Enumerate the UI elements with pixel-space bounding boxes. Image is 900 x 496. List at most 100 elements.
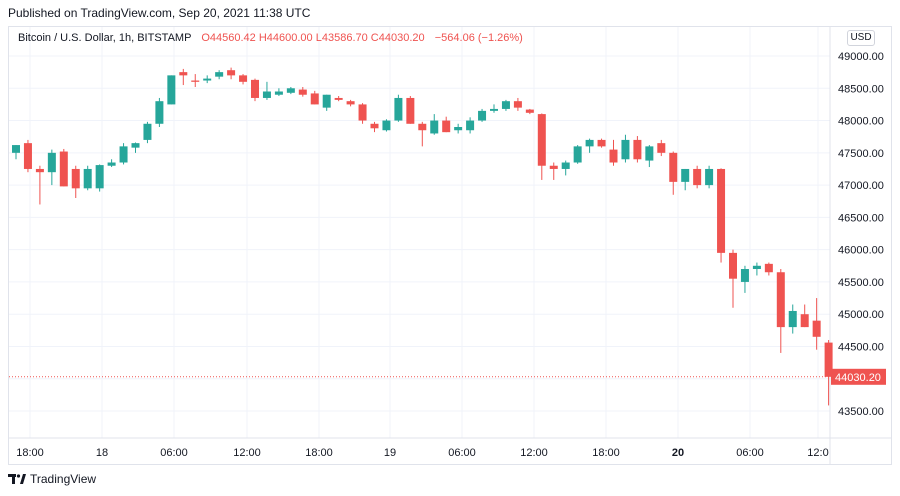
y-tick-label: 47500.00 — [838, 148, 884, 160]
candle-body[interactable] — [585, 139, 594, 147]
candle-body[interactable] — [800, 314, 809, 328]
candle-body[interactable] — [358, 104, 367, 121]
x-tick-label: 12:00 — [233, 447, 261, 459]
candle-body[interactable] — [812, 320, 821, 337]
legend-low: L43586.70 — [315, 32, 368, 44]
legend-high: H44600.00 — [258, 32, 313, 44]
candle-body[interactable] — [621, 139, 630, 160]
candle-body[interactable] — [776, 272, 785, 328]
candle-body[interactable] — [203, 78, 212, 81]
x-tick-label: 18:00 — [305, 447, 333, 459]
candle-body[interactable] — [669, 152, 678, 182]
tradingview-logo-icon — [8, 474, 26, 484]
candle-body[interactable] — [717, 168, 726, 253]
last-price-tag — [831, 368, 886, 385]
candle-body[interactable] — [573, 146, 582, 163]
candle-body[interactable] — [322, 94, 331, 108]
candle-body[interactable] — [729, 252, 737, 279]
currency-button[interactable]: USD — [847, 30, 875, 46]
candle-body[interactable] — [525, 109, 534, 113]
x-tick-label: 12:0 — [807, 447, 828, 459]
candle-body[interactable] — [227, 70, 236, 76]
candle-body[interactable] — [47, 152, 56, 173]
candle-body[interactable] — [645, 146, 654, 161]
x-tick-label: 18 — [96, 447, 108, 459]
candle-body[interactable] — [561, 162, 570, 169]
chart-frame — [8, 26, 892, 465]
last-price-label: 44030.20 — [835, 372, 881, 384]
candle-body[interactable] — [346, 101, 355, 105]
y-tick-label: 46000.00 — [838, 245, 884, 257]
candle-body[interactable] — [633, 139, 642, 160]
candle-body[interactable] — [764, 263, 773, 273]
candle-body[interactable] — [609, 149, 618, 163]
candle-body[interactable] — [334, 97, 343, 100]
candle-body[interactable] — [12, 145, 20, 153]
candle-body[interactable] — [442, 120, 451, 133]
candle-body[interactable] — [23, 143, 32, 169]
candle-body[interactable] — [215, 72, 224, 77]
candle-body[interactable] — [167, 75, 176, 105]
y-tick-label: 48000.00 — [838, 116, 884, 128]
candle-body[interactable] — [382, 120, 391, 131]
candle-body[interactable] — [370, 123, 379, 129]
candle-body[interactable] — [418, 123, 427, 131]
candle-body[interactable] — [693, 168, 702, 186]
candle-body[interactable] — [119, 146, 128, 163]
candle-body[interactable] — [179, 72, 188, 76]
candle-body[interactable] — [143, 123, 152, 140]
candle-body[interactable] — [35, 168, 44, 173]
candle-body[interactable] — [752, 265, 761, 270]
symbol-label[interactable]: Bitcoin / U.S. Dollar, 1h, BITSTAMP — [18, 32, 192, 44]
candle-body[interactable] — [59, 151, 68, 187]
candle-body[interactable] — [155, 101, 164, 124]
candle-body[interactable] — [251, 79, 259, 98]
candle-body[interactable] — [490, 108, 498, 111]
legend-open: O44560.42 — [201, 32, 256, 44]
candle-body[interactable] — [824, 342, 833, 377]
y-tick-label: 46500.00 — [838, 212, 884, 224]
candle-body[interactable] — [513, 101, 522, 108]
candle-body[interactable] — [478, 110, 487, 121]
candle-body[interactable] — [95, 165, 104, 189]
y-tick-label: 47000.00 — [838, 180, 884, 192]
candle-body[interactable] — [406, 97, 415, 124]
candle-body[interactable] — [286, 88, 295, 93]
candle-body[interactable] — [239, 75, 248, 82]
y-tick-label: 49000.00 — [838, 51, 884, 63]
candle-body[interactable] — [191, 80, 200, 82]
y-tick-label: 45500.00 — [838, 277, 884, 289]
candle-body[interactable] — [501, 101, 510, 109]
candle-body[interactable] — [131, 143, 140, 148]
chart-legend: Bitcoin / U.S. Dollar, 1h, BITSTAMP O445… — [18, 32, 523, 44]
candle-body[interactable] — [274, 91, 283, 95]
y-tick-label: 44500.00 — [838, 341, 884, 353]
candle-body[interactable] — [430, 120, 439, 134]
candle-body[interactable] — [107, 162, 116, 166]
x-tick-label: 18:00 — [16, 447, 44, 459]
candle-body[interactable] — [740, 269, 749, 282]
legend-change: −564.06 (−1.26%) — [434, 32, 523, 44]
x-tick-label: 12:00 — [520, 447, 548, 459]
candle-body[interactable] — [83, 168, 92, 189]
candle-body[interactable] — [466, 120, 475, 131]
candle-body[interactable] — [262, 91, 271, 98]
footer-brand[interactable]: TradingView — [8, 472, 96, 486]
candle-body[interactable] — [681, 168, 690, 182]
candle-body[interactable] — [788, 310, 797, 328]
x-tick-label: 19 — [384, 447, 396, 459]
candle-body[interactable] — [454, 127, 463, 131]
candle-body[interactable] — [705, 168, 714, 186]
candle-body[interactable] — [537, 114, 546, 166]
candle-body[interactable] — [549, 165, 558, 169]
candle-body[interactable] — [657, 143, 666, 153]
y-tick-label: 43500.00 — [838, 406, 884, 418]
candle-body[interactable] — [310, 93, 319, 105]
candle-body[interactable] — [298, 89, 307, 95]
candle-body[interactable] — [394, 97, 403, 121]
candle-body[interactable] — [71, 168, 80, 189]
legend-close: C44030.20 — [370, 32, 425, 44]
candle-body[interactable] — [597, 139, 606, 147]
x-tick-label: 06:00 — [736, 447, 764, 459]
